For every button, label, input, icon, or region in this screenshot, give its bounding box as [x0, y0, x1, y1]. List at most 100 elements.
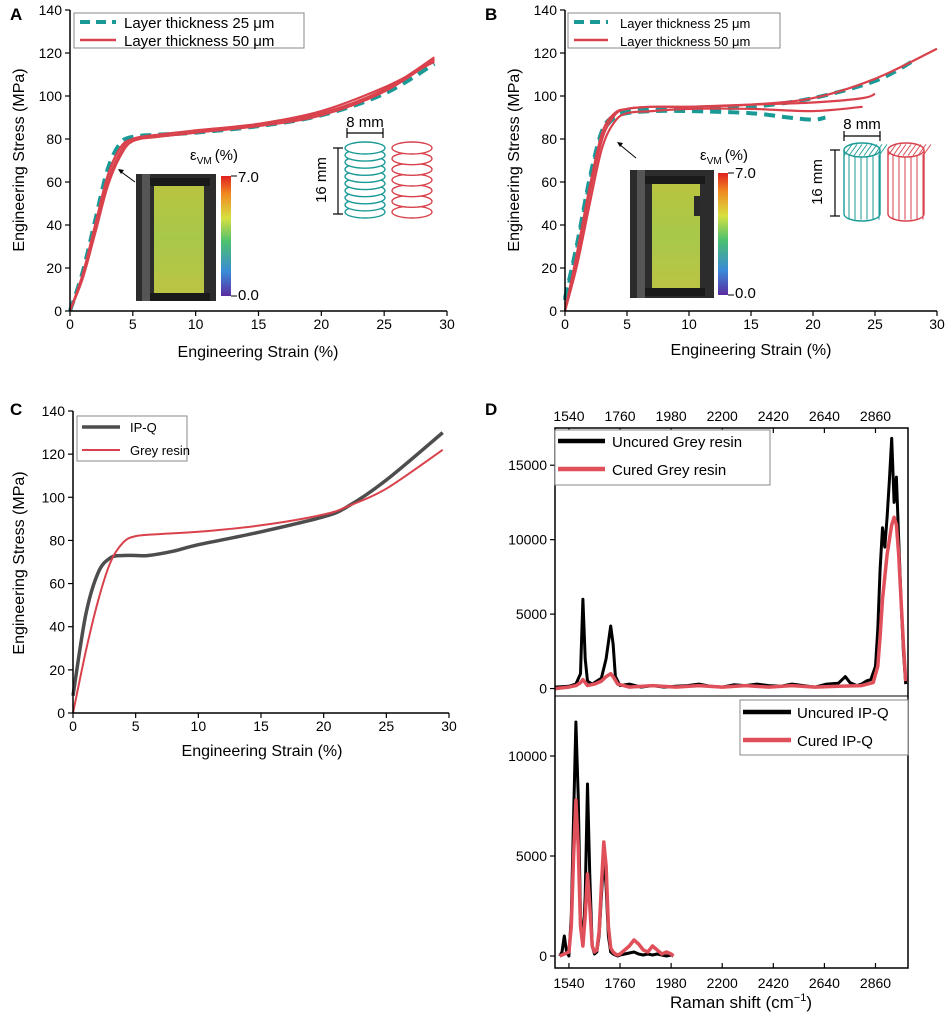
y-tick-label-c-100: 100 [42, 489, 66, 505]
y-tick-label-c-0: 0 [57, 705, 65, 721]
panel-b-colorbar-title: εVM (%) [700, 147, 748, 167]
panel-c-ylabel: Engineering Stress (MPa) [11, 471, 28, 654]
x-tick-label-a-0: 0 [66, 316, 74, 332]
panel-b-dic-image [630, 170, 714, 298]
panel-label-a: A [10, 5, 22, 24]
panel-d: 1540 1540 1760 1760 1980 1980 2200 2200 2420 2420… [508, 408, 909, 1012]
x-tick-label-a-20: 20 [314, 316, 330, 332]
y-tick-label-a-40: 40 [46, 217, 62, 233]
y-tick-label-c-20: 20 [49, 662, 65, 678]
top-x-tick-label-d-2640: 2640 [809, 408, 840, 424]
panel-label-d: D [485, 400, 497, 419]
cylinder-b-50um [887, 142, 932, 222]
x-tick-label-c-10: 10 [191, 718, 207, 734]
panel-d-legend-label-cured-grey: Cured Grey resin [612, 462, 726, 479]
y-tick-label-b-0: 0 [549, 303, 557, 319]
y-tick-label-b-60: 60 [541, 174, 557, 190]
y-tick-label-d-top-5000: 5000 [516, 606, 547, 622]
bottom-x-tick-label-d-2860: 2860 [860, 975, 891, 991]
panel-label-c: C [10, 400, 22, 419]
panel-d-legend-top: Uncured Grey resin Cured Grey resin [554, 429, 771, 486]
x-tick-label-c-0: 0 [69, 718, 77, 734]
series-a-3 [68, 60, 435, 312]
panel-a: 0 5 10 15 20 25 30 0 20 40 60 80 100 120 140 Engineeri… [11, 2, 455, 361]
x-tick-label-a-30: 30 [439, 316, 455, 332]
y-tick-label-b-80: 80 [541, 131, 557, 147]
top-x-tick-label-d-2860: 2860 [860, 408, 891, 424]
cylinder-a-50um [391, 141, 433, 219]
panel-a-legend: Layer thickness 25 μm Layer thickness 50… [73, 12, 305, 50]
y-tick-label-a-80: 80 [46, 131, 62, 147]
panel-d-legend-label-uncured-grey: Uncured Grey resin [612, 434, 742, 451]
panel-b-legend-label-25: Layer thickness 25 μm [620, 16, 750, 31]
cylinder-b-25um [843, 142, 888, 222]
panel-b-legend-label-50: Layer thickness 50 μm [620, 34, 750, 49]
series-c-1 [72, 448, 444, 714]
panel-c-legend-label-grey: Grey resin [130, 443, 190, 458]
x-tick-label-c-20: 20 [316, 718, 332, 734]
x-tick-label-a-10: 10 [188, 316, 204, 332]
top-x-tick-label-d-1760: 1760 [604, 408, 635, 424]
panel-b-arrow [618, 143, 637, 159]
y-tick-label-d-bottom-10000: 10000 [508, 748, 547, 764]
x-tick-label-b-30: 30 [929, 316, 945, 332]
axes-frame-d [554, 427, 909, 969]
panel-c-legend: IP-Q Grey resin [76, 415, 190, 462]
y-tick-label-c-80: 80 [49, 532, 65, 548]
x-tick-label-a-5: 5 [129, 316, 137, 332]
panel-a-ylabel: Engineering Stress (MPa) [11, 68, 28, 251]
panel-b-colorbar-min: 0.0 [735, 285, 756, 302]
panel-d-legend-label-cured-ipq: Cured IP-Q [797, 733, 873, 750]
bottom-x-tick-label-d-2420: 2420 [758, 975, 789, 991]
series-c-0 [71, 431, 444, 696]
y-tick-label-b-20: 20 [541, 260, 557, 276]
panel-a-colorbar: εVM (%) 7.0 0.0 [190, 147, 259, 304]
y-tick-label-b-120: 120 [534, 45, 558, 61]
y-tick-label-a-100: 100 [39, 88, 63, 104]
bottom-x-tick-label-d-1540: 1540 [553, 975, 584, 991]
y-tick-label-c-60: 60 [49, 576, 65, 592]
x-tick-label-b-0: 0 [561, 316, 569, 332]
panel-a-xlabel: Engineering Strain (%) [178, 344, 339, 361]
y-tick-label-c-120: 120 [42, 446, 66, 462]
y-tick-label-b-100: 100 [534, 88, 558, 104]
bottom-x-tick-label-d-2200: 2200 [707, 975, 738, 991]
panel-a-dim-height: 16 mm [313, 157, 330, 203]
panel-b-dim-width: 8 mm [843, 116, 881, 133]
panel-a-axes: 0 5 10 15 20 25 30 0 20 40 60 80 100 120 140 [39, 2, 455, 332]
y-tick-label-d-bottom-0: 0 [539, 948, 547, 964]
series-d-top-1 [554, 515, 908, 691]
x-tick-label-b-10: 10 [681, 316, 697, 332]
x-tick-label-b-15: 15 [743, 316, 759, 332]
panel-b: 0 5 10 15 20 25 30 0 20 40 60 80 100 120 140 Engineeri… [506, 2, 945, 359]
y-tick-label-c-140: 140 [42, 403, 66, 419]
x-tick-label-a-15: 15 [251, 316, 267, 332]
panel-c-axes: 0 5 10 15 20 25 30 0 20 40 60 80 100 120 140 [42, 403, 457, 734]
bottom-x-tick-label-d-2640: 2640 [809, 975, 840, 991]
y-tick-label-d-bottom-5000: 5000 [516, 848, 547, 864]
panel-a-colorbar-max: 7.0 [238, 169, 259, 186]
panel-a-dic-image [136, 174, 216, 301]
panel-d-top-lines [554, 436, 908, 691]
panel-c: 0 5 10 15 20 25 30 0 20 40 60 80 100 120 140 Engineeri… [11, 403, 457, 760]
x-tick-label-b-20: 20 [805, 316, 821, 332]
panel-b-legend: Layer thickness 25 μm Layer thickness 50… [567, 12, 781, 49]
panel-c-legend-label-ipq: IP-Q [130, 420, 157, 435]
x-tick-label-c-15: 15 [253, 718, 269, 734]
panel-a-cylinders [333, 128, 433, 219]
panel-a-legend-label-25: Layer thickness 25 μm [124, 15, 274, 32]
series-d-bottom-1 [558, 798, 675, 958]
panel-b-xlabel: Engineering Strain (%) [671, 342, 832, 359]
y-tick-label-a-60: 60 [46, 174, 62, 190]
y-tick-label-a-20: 20 [46, 260, 62, 276]
panel-label-b: B [485, 5, 497, 24]
bottom-x-tick-label-d-1980: 1980 [656, 975, 687, 991]
bottom-x-tick-label-d-1760: 1760 [604, 975, 635, 991]
panel-c-xlabel: Engineering Strain (%) [182, 743, 343, 760]
panel-b-colorbar: εVM (%) 7.0 0.0 [700, 147, 756, 302]
x-tick-label-c-30: 30 [441, 718, 457, 734]
panel-a-colorbar-min: 0.0 [238, 287, 259, 304]
panel-a-dim-width: 8 mm [346, 114, 384, 131]
panel-d-axes: 1540 1540 1760 1760 1980 1980 2200 2200 2420 2420… [508, 408, 909, 991]
x-tick-label-b-25: 25 [867, 316, 883, 332]
